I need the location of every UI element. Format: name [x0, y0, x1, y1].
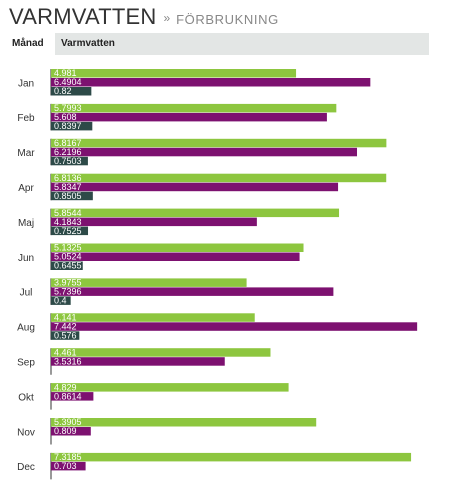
bar-dark-jan [51, 87, 92, 96]
bar-purple-jul [51, 287, 334, 296]
bar-label-purple-okt: 0.8614 [54, 391, 82, 401]
bar-green-jun [51, 243, 304, 252]
bar-label-purple-jul: 5.7396 [54, 287, 82, 297]
bar-label-purple-apr: 5.8347 [54, 182, 82, 192]
bar-label-dark-mar: 0.7503 [54, 156, 82, 166]
bar-green-feb [51, 103, 337, 113]
bar-purple-maj [51, 217, 257, 227]
bar-dark-mar [51, 156, 88, 166]
bar-label-green-okt: 4.829 [54, 382, 77, 392]
page-title: VARMVATTEN [9, 4, 157, 29]
bar-green-dec [51, 452, 412, 462]
bar-purple-okt [51, 392, 94, 401]
bar-purple-mar [51, 147, 358, 157]
month-label-dec: Dec [17, 462, 35, 473]
month-label-sep: Sep [17, 357, 35, 368]
bar-label-purple-dec: 0.703 [54, 461, 77, 471]
bar-label-dark-aug: 0.576 [54, 331, 77, 341]
month-label-jun: Jun [18, 253, 34, 264]
bar-green-jul [51, 278, 247, 287]
bar-label-purple-sep: 3.5316 [54, 356, 82, 366]
bar-dark-aug [51, 331, 80, 340]
bar-label-dark-jun: 0.6455 [54, 261, 82, 271]
bar-label-green-feb: 5.7993 [54, 103, 82, 113]
month-label-aug: Aug [17, 323, 35, 334]
column-header-series: Varmvatten [55, 33, 429, 55]
bar-label-dark-jul: 0.4 [54, 296, 67, 306]
bar-label-green-dec: 7.3185 [54, 452, 82, 462]
bar-label-purple-nov: 0.809 [54, 426, 77, 436]
page-subtitle: FÖRBRUKNING [176, 12, 279, 27]
bar-purple-jan [51, 78, 371, 87]
bar-label-dark-jan: 0.82 [54, 86, 72, 96]
bar-dark-apr [51, 191, 93, 201]
bar-label-purple-feb: 5.608 [54, 112, 77, 122]
bar-label-dark-apr: 0.8505 [54, 191, 82, 201]
bar-label-purple-mar: 6.2196 [54, 147, 82, 157]
bar-label-purple-jun: 5.0524 [54, 252, 82, 262]
bar-dark-jul [51, 296, 71, 305]
bar-label-dark-maj: 0.7525 [54, 226, 82, 236]
month-label-feb: Feb [17, 113, 35, 124]
month-label-jul: Jul [20, 288, 33, 299]
month-label-jan: Jan [18, 78, 34, 89]
bar-dark-maj [51, 226, 89, 236]
month-label-maj: Maj [18, 218, 34, 229]
bar-green-apr [51, 173, 387, 183]
bar-label-dark-feb: 0.8397 [54, 121, 82, 131]
bar-label-green-apr: 6.8136 [54, 173, 82, 183]
page-title-row: VARMVATTEN » FÖRBRUKNING [9, 4, 279, 30]
bar-green-mar [51, 138, 387, 148]
bar-purple-feb [51, 112, 327, 122]
bar-label-green-mar: 6.8167 [54, 138, 82, 148]
bar-purple-dec [51, 461, 86, 471]
bar-label-purple-aug: 7.442 [54, 322, 77, 332]
bar-green-aug [51, 313, 255, 322]
bar-purple-jun [51, 252, 300, 261]
bar-label-green-aug: 4.141 [54, 313, 77, 323]
bar-green-nov [51, 418, 317, 427]
bar-label-green-maj: 5.8544 [54, 208, 82, 218]
breadcrumb-separator: » [163, 11, 171, 25]
month-label-okt: Okt [18, 392, 34, 403]
bar-green-jan [51, 69, 297, 78]
bar-purple-apr [51, 182, 339, 192]
bar-label-green-sep: 4.461 [54, 347, 77, 357]
month-label-apr: Apr [18, 183, 34, 194]
bar-dark-feb [51, 121, 93, 131]
bar-green-maj [51, 208, 340, 218]
bar-label-green-jan: 4.981 [54, 68, 77, 78]
bar-purple-sep [51, 357, 225, 366]
bar-dark-jun [51, 261, 83, 270]
month-label-nov: Nov [17, 427, 35, 438]
bar-purple-aug [51, 322, 418, 331]
bar-label-green-nov: 5.3905 [54, 417, 82, 427]
bar-green-sep [51, 348, 271, 357]
bar-label-purple-jan: 6.4904 [54, 77, 82, 87]
column-header-month: Månad [12, 38, 44, 49]
bar-label-green-jul: 3.9755 [54, 278, 82, 288]
bar-green-okt [51, 383, 289, 392]
month-label-mar: Mar [17, 148, 35, 159]
bar-label-purple-maj: 4.1843 [54, 217, 82, 227]
bar-label-green-jun: 5.1325 [54, 243, 82, 253]
bar-purple-nov [51, 427, 91, 436]
